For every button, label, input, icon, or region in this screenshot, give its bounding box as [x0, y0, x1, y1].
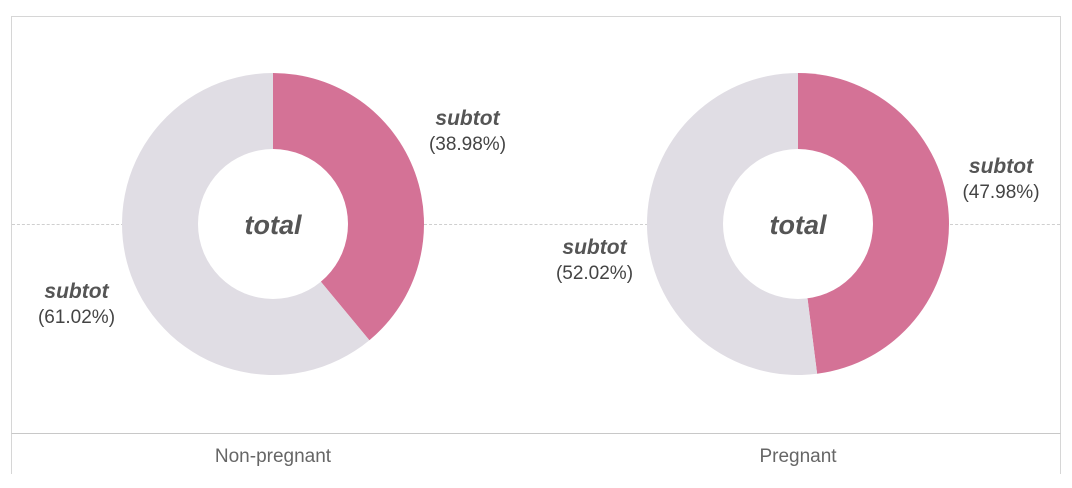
slice-percent: (61.02%) — [37, 307, 116, 328]
reference-line-right — [950, 224, 1060, 225]
donut-chart-non-pregnant: total — [122, 73, 424, 375]
donut-hole — [198, 149, 348, 299]
slice-label-pregnant-highlight: subtot (47.98%) — [948, 154, 1054, 206]
reference-line-left — [12, 224, 124, 225]
donut-hole — [723, 149, 873, 299]
slice-name: subtot — [562, 236, 627, 259]
slice-name: subtot — [435, 107, 500, 130]
slice-percent: (38.98%) — [428, 134, 507, 155]
slice-label-pregnant-rest: subtot (52.02%) — [542, 235, 647, 287]
slice-percent: (52.02%) — [555, 263, 634, 284]
axis-divider-right — [535, 434, 1061, 474]
category-label-non-pregnant: Non-pregnant — [214, 446, 332, 467]
donut-slice-highlight — [798, 73, 950, 374]
center-label: total — [245, 210, 302, 240]
donut-chart-pregnant: total — [647, 73, 950, 375]
axis-divider-left — [11, 434, 536, 474]
slice-label-non-pregnant-rest: subtot (61.02%) — [24, 279, 129, 331]
center-label: total — [770, 210, 827, 240]
category-axis: Non-pregnant Pregnant — [11, 434, 1061, 474]
slice-label-non-pregnant-highlight: subtot (38.98%) — [415, 106, 520, 158]
reference-line-middle — [424, 224, 648, 225]
chart-frame — [11, 16, 1061, 434]
donut-slice-highlight — [273, 73, 424, 341]
slice-name: subtot — [44, 280, 109, 303]
slice-name: subtot — [968, 155, 1034, 178]
slice-percent: (47.98%) — [962, 182, 1040, 203]
category-label-pregnant: Pregnant — [759, 446, 837, 467]
